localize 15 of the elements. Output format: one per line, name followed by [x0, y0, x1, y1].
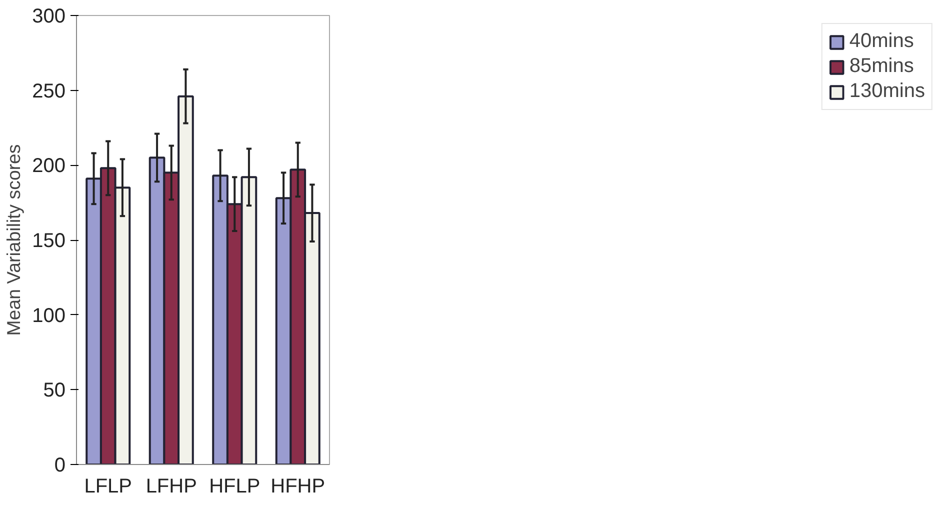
x-tick-label: HFLP [209, 476, 260, 498]
legend-label: 85mins [849, 55, 914, 78]
y-tick-label: 50 [43, 380, 66, 402]
y-tick-label: 250 [32, 80, 66, 102]
x-tick-label: LFHP [146, 476, 197, 498]
y-axis-title: Mean Variability scores [3, 144, 24, 336]
y-tick-label: 200 [32, 155, 66, 178]
legend-label: 130mins [849, 80, 925, 103]
x-tick-label: LFLP [84, 476, 132, 498]
y-tick-label: 150 [32, 230, 66, 252]
y-tick-label: 100 [32, 304, 66, 327]
y-tick-label: 0 [54, 454, 66, 476]
legend-label: 40mins [849, 30, 914, 53]
x-tick-label: HFHP [270, 476, 326, 498]
y-tick-label: 300 [32, 6, 66, 28]
